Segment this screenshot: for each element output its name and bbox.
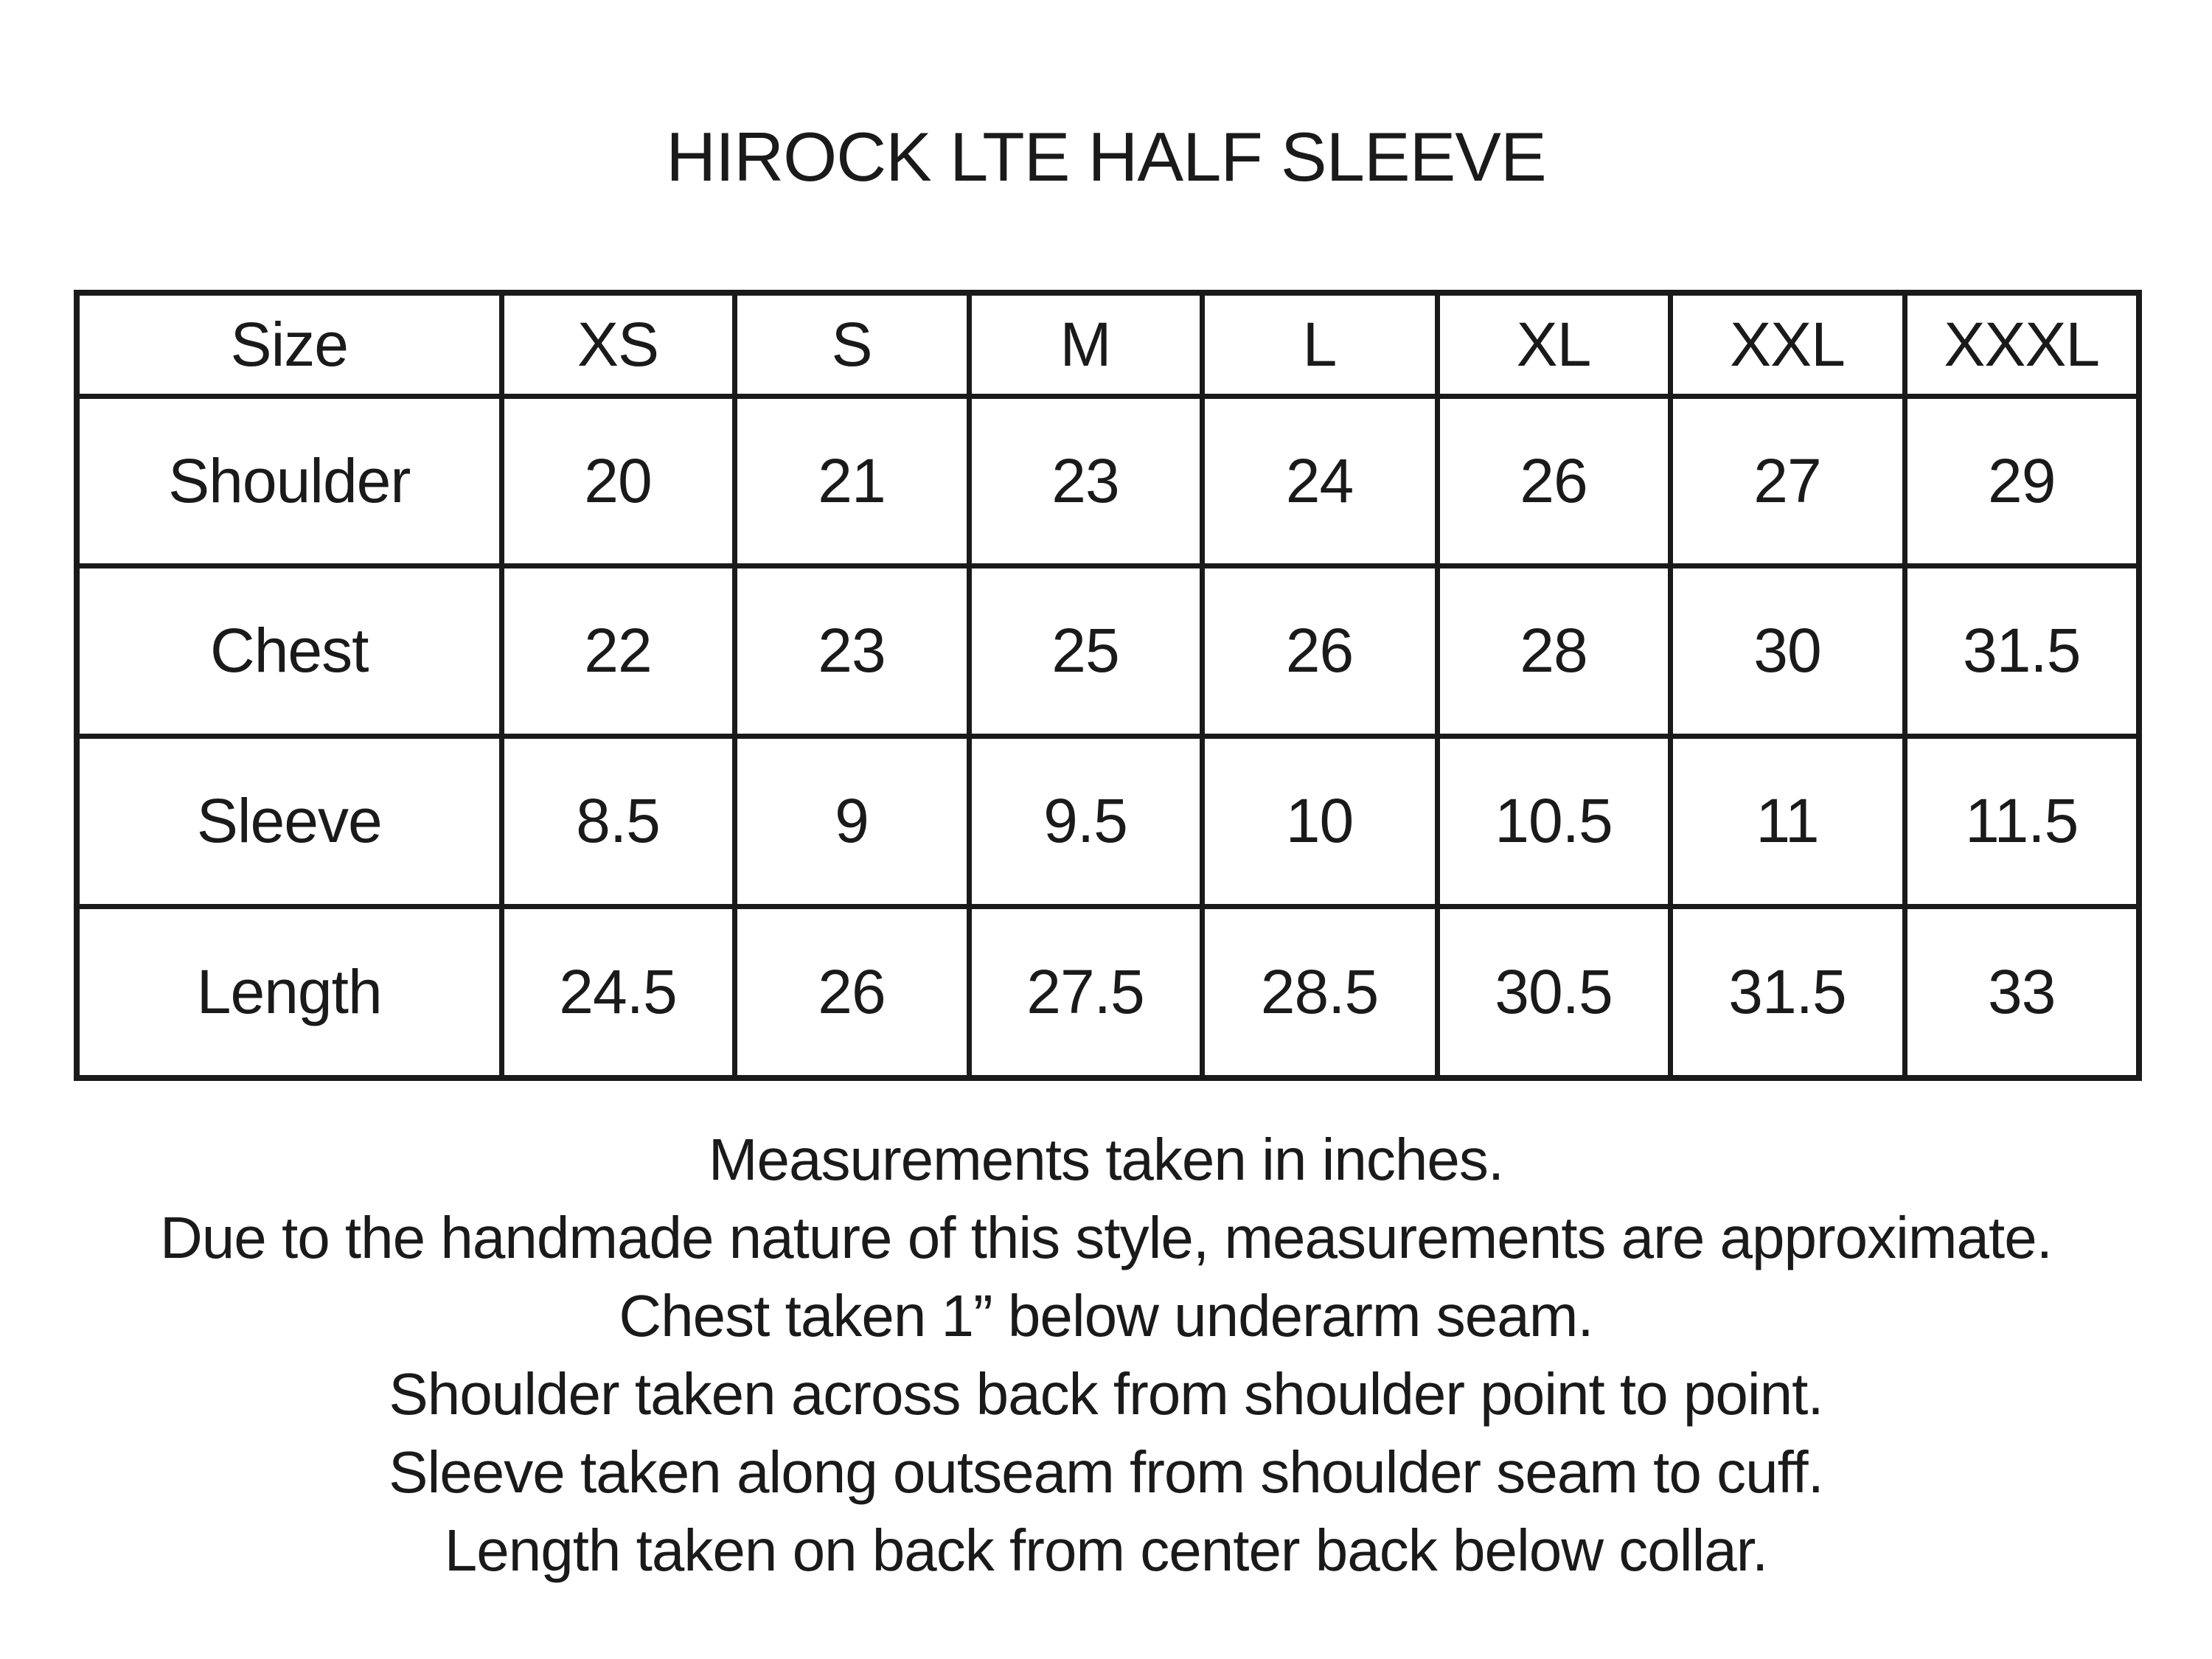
header-cell: XXL — [1667, 290, 1907, 399]
table-cell: 21 — [731, 393, 972, 568]
table-cell: 25 — [966, 563, 1205, 739]
table-cell: 8.5 — [498, 733, 737, 909]
header-cell: M — [966, 290, 1205, 399]
note-line: Shoulder taken across back from shoulder… — [389, 1361, 1823, 1427]
table-row: Chest 22 23 25 26 28 30 31.5 — [74, 563, 2142, 739]
table-cell: 26 — [731, 903, 972, 1081]
table-row: Shoulder 20 21 23 24 26 27 29 — [74, 393, 2142, 568]
table-cell: 28 — [1434, 563, 1673, 739]
header-row: Size XS S M L XL XXL XXXL — [74, 290, 2142, 399]
table-cell: 28.5 — [1199, 903, 1440, 1081]
table-cell: 23 — [966, 393, 1205, 568]
table-cell: 9.5 — [966, 733, 1205, 909]
table-cell: 27 — [1667, 393, 1907, 568]
row-label: Chest — [74, 563, 504, 739]
table-cell: 31.5 — [1902, 563, 2142, 739]
table-cell: 30.5 — [1434, 903, 1673, 1081]
table-cell: 10 — [1199, 733, 1440, 909]
table-cell: 30 — [1667, 563, 1907, 739]
table-cell: 27.5 — [966, 903, 1205, 1081]
table-cell: 24 — [1199, 393, 1440, 568]
table-cell: 26 — [1199, 563, 1440, 739]
table-cell: 29 — [1902, 393, 2142, 568]
header-cell: L — [1199, 290, 1440, 399]
note-line: Length taken on back from center back be… — [444, 1517, 1769, 1583]
table-row: Sleeve 8.5 9 9.5 10 10.5 11 11.5 — [74, 733, 2142, 909]
table-cell: 11.5 — [1902, 733, 2142, 909]
note-line: Sleeve taken along outseam from shoulder… — [389, 1439, 1824, 1505]
table-cell: 22 — [498, 563, 737, 739]
header-cell: XXXL — [1902, 290, 2142, 399]
header-cell: Size — [74, 290, 504, 399]
header-cell: XL — [1434, 290, 1673, 399]
table-row: Length 24.5 26 27.5 28.5 30.5 31.5 33 — [74, 903, 2142, 1081]
header-cell: XS — [498, 290, 737, 399]
measurement-notes: Measurements taken in inches. Due to the… — [0, 1121, 2212, 1590]
table-cell: 11 — [1667, 733, 1907, 909]
table-cell: 10.5 — [1434, 733, 1673, 909]
table-cell: 20 — [498, 393, 737, 568]
row-label: Shoulder — [74, 393, 504, 568]
table-cell: 31.5 — [1667, 903, 1907, 1081]
row-label: Sleeve — [74, 733, 504, 909]
table-cell: 24.5 — [498, 903, 737, 1081]
table-cell: 33 — [1902, 903, 2142, 1081]
note-line: Chest taken 1” below underarm seam. — [619, 1283, 1593, 1349]
page-title: HIROCK LTE HALF SLEEVE — [666, 118, 1546, 195]
note-line: Measurements taken in inches. — [708, 1127, 1504, 1192]
header-cell: S — [731, 290, 972, 399]
note-line: Due to the handmade nature of this style… — [160, 1205, 2053, 1270]
row-label: Length — [74, 903, 504, 1081]
table-cell: 9 — [731, 733, 972, 909]
table-cell: 23 — [731, 563, 972, 739]
size-chart-table: Size XS S M L XL XXL XXXL Shoulder 20 21… — [74, 290, 2142, 1081]
table-cell: 26 — [1434, 393, 1673, 568]
